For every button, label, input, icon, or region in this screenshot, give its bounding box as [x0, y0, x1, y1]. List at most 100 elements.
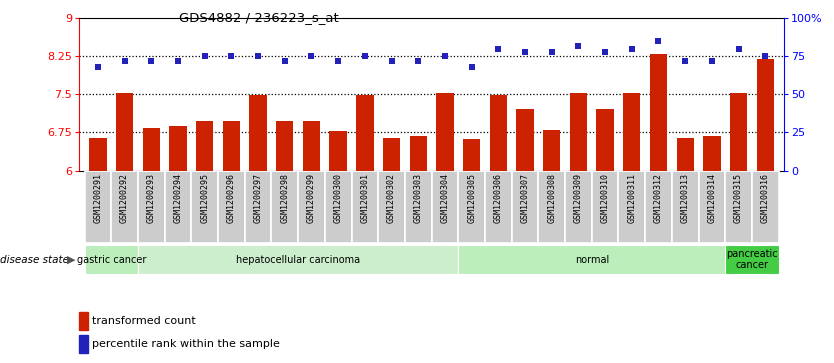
- Point: [519, 49, 532, 54]
- Bar: [356, 95, 374, 171]
- Bar: [79, 312, 88, 330]
- Point: [492, 46, 505, 52]
- Text: disease state: disease state: [0, 254, 69, 265]
- Point: [465, 64, 479, 70]
- FancyBboxPatch shape: [619, 171, 646, 243]
- Text: GSM1200309: GSM1200309: [574, 173, 583, 223]
- Bar: [676, 138, 694, 171]
- FancyBboxPatch shape: [726, 245, 779, 274]
- Point: [679, 58, 692, 64]
- FancyBboxPatch shape: [592, 171, 619, 243]
- Point: [572, 43, 585, 49]
- Text: GSM1200314: GSM1200314: [707, 173, 716, 223]
- Text: percentile rank within the sample: percentile rank within the sample: [92, 339, 279, 350]
- Text: GSM1200300: GSM1200300: [334, 173, 343, 223]
- Text: GSM1200307: GSM1200307: [520, 173, 530, 223]
- FancyBboxPatch shape: [485, 171, 512, 243]
- Text: GSM1200303: GSM1200303: [414, 173, 423, 223]
- Point: [759, 53, 772, 59]
- Bar: [116, 93, 133, 171]
- Text: GSM1200297: GSM1200297: [254, 173, 263, 223]
- FancyBboxPatch shape: [378, 171, 404, 243]
- FancyBboxPatch shape: [84, 245, 138, 274]
- FancyBboxPatch shape: [244, 171, 271, 243]
- FancyBboxPatch shape: [351, 171, 378, 243]
- Bar: [79, 335, 88, 354]
- Text: GSM1200298: GSM1200298: [280, 173, 289, 223]
- Point: [358, 53, 371, 59]
- Text: transformed count: transformed count: [92, 316, 195, 326]
- Bar: [303, 121, 320, 171]
- Bar: [516, 109, 534, 171]
- FancyBboxPatch shape: [726, 171, 752, 243]
- Bar: [570, 93, 587, 171]
- FancyBboxPatch shape: [271, 171, 298, 243]
- Bar: [596, 109, 614, 171]
- Text: hepatocellular carcinoma: hepatocellular carcinoma: [236, 254, 360, 265]
- FancyBboxPatch shape: [298, 171, 324, 243]
- Text: GSM1200308: GSM1200308: [547, 173, 556, 223]
- Point: [411, 58, 425, 64]
- Bar: [436, 93, 454, 171]
- Text: normal: normal: [575, 254, 609, 265]
- Text: GSM1200292: GSM1200292: [120, 173, 129, 223]
- FancyBboxPatch shape: [324, 171, 351, 243]
- Point: [118, 58, 131, 64]
- Bar: [89, 138, 107, 171]
- Point: [278, 58, 291, 64]
- FancyBboxPatch shape: [218, 171, 244, 243]
- Text: GSM1200301: GSM1200301: [360, 173, 369, 223]
- Bar: [143, 128, 160, 171]
- FancyBboxPatch shape: [432, 171, 459, 243]
- FancyBboxPatch shape: [672, 171, 699, 243]
- FancyBboxPatch shape: [191, 171, 218, 243]
- Point: [171, 58, 184, 64]
- Text: GSM1200312: GSM1200312: [654, 173, 663, 223]
- FancyBboxPatch shape: [699, 171, 726, 243]
- FancyBboxPatch shape: [164, 171, 191, 243]
- Bar: [730, 93, 747, 171]
- Point: [331, 58, 344, 64]
- FancyBboxPatch shape: [138, 245, 459, 274]
- Text: ▶: ▶: [67, 254, 75, 265]
- Text: GSM1200311: GSM1200311: [627, 173, 636, 223]
- Point: [626, 46, 639, 52]
- Bar: [223, 121, 240, 171]
- FancyBboxPatch shape: [565, 171, 592, 243]
- Point: [224, 53, 238, 59]
- Text: GSM1200313: GSM1200313: [681, 173, 690, 223]
- Text: GSM1200310: GSM1200310: [600, 173, 610, 223]
- Text: GSM1200315: GSM1200315: [734, 173, 743, 223]
- Point: [384, 58, 398, 64]
- Text: GSM1200294: GSM1200294: [173, 173, 183, 223]
- Text: GSM1200305: GSM1200305: [467, 173, 476, 223]
- Bar: [756, 59, 774, 171]
- Text: GSM1200296: GSM1200296: [227, 173, 236, 223]
- Text: GSM1200299: GSM1200299: [307, 173, 316, 223]
- Bar: [463, 139, 480, 171]
- Bar: [703, 136, 721, 171]
- Bar: [276, 121, 294, 171]
- Text: GSM1200306: GSM1200306: [494, 173, 503, 223]
- Bar: [543, 130, 560, 171]
- Bar: [623, 93, 641, 171]
- Point: [732, 46, 746, 52]
- Text: gastric cancer: gastric cancer: [77, 254, 146, 265]
- Bar: [490, 95, 507, 171]
- Point: [144, 58, 158, 64]
- Point: [198, 53, 211, 59]
- Point: [652, 38, 666, 44]
- Text: GSM1200293: GSM1200293: [147, 173, 156, 223]
- FancyBboxPatch shape: [111, 171, 138, 243]
- FancyBboxPatch shape: [138, 171, 164, 243]
- Bar: [383, 138, 400, 171]
- FancyBboxPatch shape: [459, 245, 726, 274]
- Point: [91, 64, 104, 70]
- Point: [599, 49, 612, 54]
- Point: [251, 53, 264, 59]
- Text: GSM1200304: GSM1200304: [440, 173, 450, 223]
- Text: GSM1200316: GSM1200316: [761, 173, 770, 223]
- Bar: [249, 95, 267, 171]
- Text: GSM1200295: GSM1200295: [200, 173, 209, 223]
- FancyBboxPatch shape: [404, 171, 432, 243]
